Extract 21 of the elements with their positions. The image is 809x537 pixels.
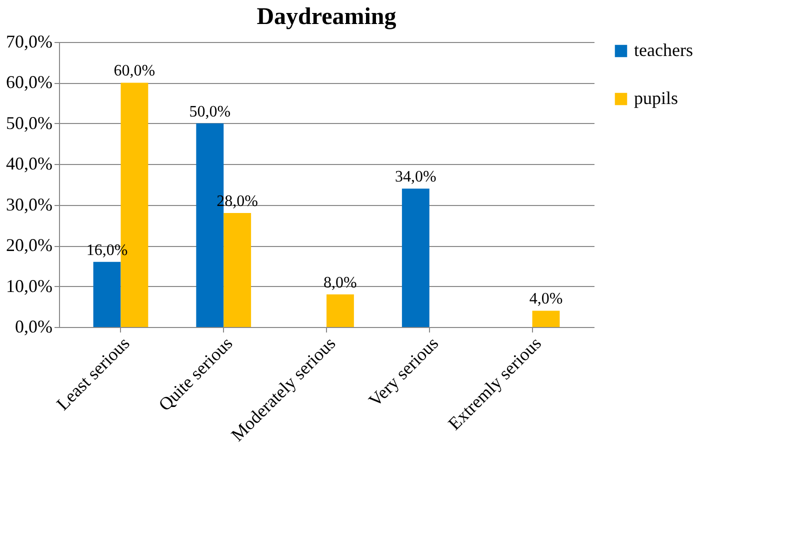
data-label: 8,0%	[324, 274, 357, 292]
bar	[326, 294, 354, 327]
bar	[532, 310, 560, 327]
chart-title: Daydreaming	[256, 4, 396, 30]
bar	[402, 188, 430, 327]
y-tick-label: 50,0%	[6, 112, 52, 133]
bar	[93, 262, 121, 327]
y-tick-label: 0,0%	[15, 316, 52, 336]
legend-label: pupils	[634, 88, 678, 108]
y-tick-label: 20,0%	[6, 235, 52, 256]
data-label: 50,0%	[189, 103, 231, 120]
y-tick-label: 10,0%	[6, 276, 52, 296]
data-label: 34,0%	[395, 168, 436, 186]
y-tick-label: 40,0%	[6, 154, 52, 174]
y-tick-label: 60,0%	[6, 72, 52, 92]
y-tick-label: 70,0%	[6, 32, 52, 52]
bar	[224, 213, 252, 327]
y-tick-label: 30,0%	[6, 194, 52, 214]
legend-label: teachers	[634, 40, 693, 60]
data-label: 4,0%	[529, 290, 563, 308]
data-label: 60,0%	[114, 62, 156, 80]
